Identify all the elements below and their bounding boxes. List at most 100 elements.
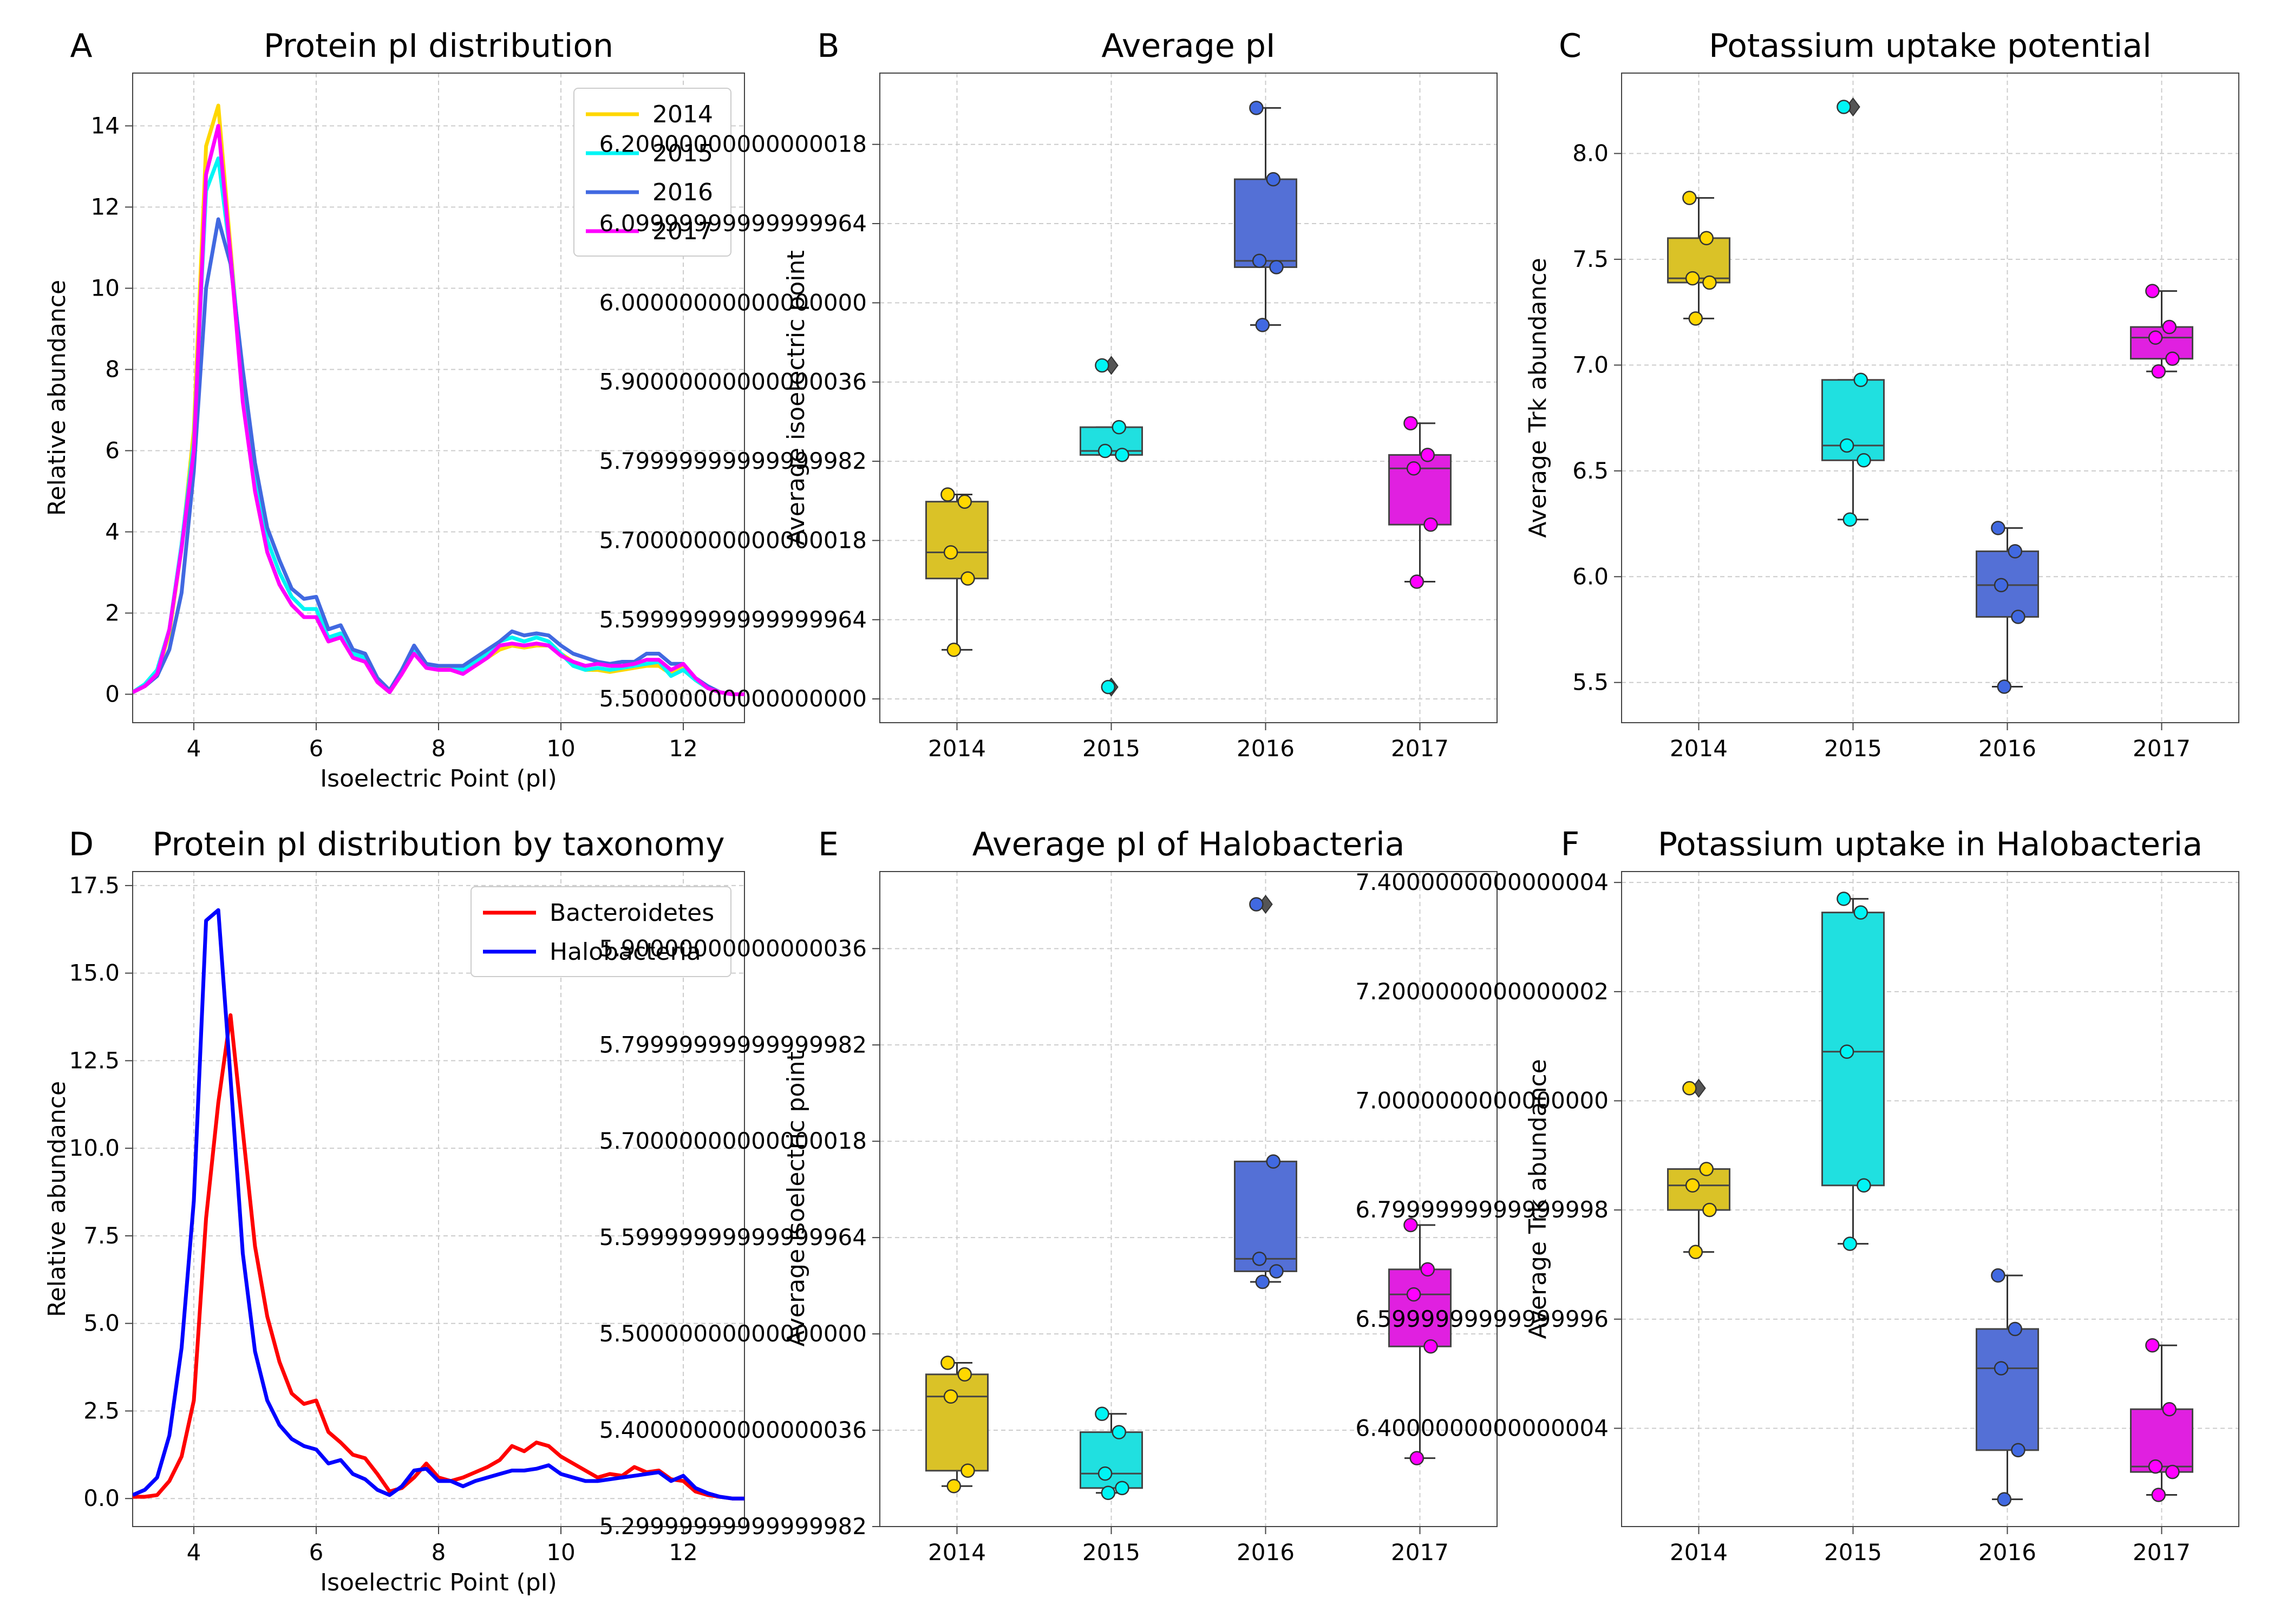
data-point <box>1997 1492 2012 1507</box>
data-point <box>1688 311 1703 326</box>
panel-c: 5.5 6.0 6.5 7.0 7.5 8.0 2014 2015 2016 2017 Potass… <box>1524 27 2239 762</box>
panel-d: 0.0 2.5 5.0 7.5 10.0 12.5 15.0 17.5 4 6 8 10 12 Prote… <box>43 826 745 1596</box>
data-marks <box>1667 892 2193 1507</box>
data-marks <box>133 103 744 696</box>
y-tick-label: 6.20000000000000018 <box>599 131 867 158</box>
y-tick-label: 7.2000000000000002 <box>1355 978 1609 1005</box>
data-point <box>940 487 955 502</box>
box-body <box>1976 1328 2039 1451</box>
data-point <box>1837 892 1851 906</box>
data-point <box>960 571 975 586</box>
y-tick-label: 5.79999999999999982 <box>599 448 867 474</box>
data-point <box>1842 1236 1858 1251</box>
data-point <box>1097 1466 1113 1481</box>
legend-box <box>573 88 731 257</box>
data-point <box>1857 453 1871 468</box>
data-marks <box>1667 97 2193 694</box>
x-tick-label: 4 <box>187 1539 201 1566</box>
box-2015 <box>1821 97 1885 527</box>
data-point <box>1837 100 1851 114</box>
data-point <box>1423 517 1438 532</box>
grid <box>880 73 1497 723</box>
x-tick-label: 2016 <box>1237 735 1295 762</box>
data-point <box>1699 231 1714 246</box>
y-tick-label: 5.40000000000000036 <box>599 1417 867 1443</box>
box-body <box>925 1373 989 1472</box>
x-tick-label: 2016 <box>1237 1539 1295 1566</box>
data-point <box>1112 1425 1126 1439</box>
data-point <box>2145 284 2160 298</box>
plot-frame <box>879 871 1498 1527</box>
data-point <box>1702 275 1717 290</box>
y-tick-label: 7.0000000000000000 <box>1355 1088 1609 1114</box>
data-point <box>1839 438 1854 453</box>
y-axis-label: Average Trk abundance <box>1524 258 1552 538</box>
y-tick-label: 5.29999999999999982 <box>599 1513 867 1540</box>
box-2017 <box>1388 1217 1452 1465</box>
x-tick-label: 6 <box>309 735 324 762</box>
data-point <box>1115 1481 1129 1496</box>
x-tick-label: 12 <box>669 735 697 762</box>
data-point <box>1853 905 1868 920</box>
y-tick-label: 5.5 <box>1572 669 1609 696</box>
data-point <box>1857 1178 1871 1193</box>
box-body <box>2130 326 2193 360</box>
data-point <box>1249 101 1264 115</box>
box-2014 <box>1667 191 1730 326</box>
box-2016 <box>1976 521 2039 694</box>
data-point <box>957 494 972 509</box>
panel-title: Protein pI distribution by taxonomy <box>152 826 724 863</box>
box-2017 <box>1388 416 1452 589</box>
x-tick-label: 2017 <box>2133 1539 2191 1566</box>
data-point <box>1839 1044 1854 1059</box>
box-2014 <box>925 1355 989 1494</box>
x-tick-label: 2014 <box>928 735 986 762</box>
panel-title: Average pI <box>1101 27 1275 65</box>
data-point <box>1249 897 1264 912</box>
x-tick-label: 6 <box>309 1539 324 1566</box>
y-tick-label: 5.90000000000000036 <box>599 369 867 395</box>
data-point <box>1991 1268 2005 1283</box>
grid <box>133 872 744 1527</box>
box-2016 <box>1234 101 1297 332</box>
y-tick-label: 0.0 <box>83 1485 120 1511</box>
y-tick-label: 6.5999999999999996 <box>1355 1306 1609 1332</box>
x-tick-label: 2014 <box>1670 1539 1728 1566</box>
legend-label: 2017 <box>652 218 713 245</box>
y-tick-label: 4 <box>105 519 120 545</box>
data-marks <box>133 908 744 1501</box>
data-point <box>1685 1178 1700 1193</box>
x-axis-label: Isoelectric Point (pI) <box>320 765 557 793</box>
y-tick-label: 7.0 <box>1572 351 1609 378</box>
box-2016 <box>1976 1268 2039 1507</box>
data-point <box>940 1355 955 1370</box>
data-point <box>2165 351 2180 366</box>
y-tick-label: 5.50000000000000000 <box>599 685 867 712</box>
legend: Bacteroidetes Halobacteria <box>471 886 731 977</box>
data-point <box>1994 1361 2009 1376</box>
data-point <box>2151 1488 2166 1502</box>
y-tick-label: 12 <box>91 194 120 220</box>
x-tick-label: 10 <box>546 1539 575 1566</box>
data-point <box>946 643 962 657</box>
x-tick-label: 2014 <box>1670 735 1728 762</box>
data-point <box>946 1479 962 1494</box>
panel-title: Average pI of Halobacteria <box>972 826 1405 863</box>
series-line-halobacteria <box>133 908 744 1501</box>
series-line-bacteroidetes <box>133 1013 744 1501</box>
box-body <box>2130 1408 2193 1473</box>
box-2017 <box>2130 1338 2193 1502</box>
y-tick-label: 6.7999999999999998 <box>1355 1196 1609 1223</box>
data-point <box>1409 574 1424 589</box>
legend-label: 2016 <box>652 179 713 206</box>
y-tick-label: 6.09999999999999964 <box>599 210 867 237</box>
panel-title: Potassium uptake potential <box>1709 27 2152 65</box>
y-tick-label: 6.4000000000000004 <box>1355 1415 1609 1442</box>
y-tick-label: 8 <box>105 356 120 383</box>
plot-frame <box>1621 871 2239 1527</box>
x-tick-label: 2015 <box>1082 1539 1140 1566</box>
data-point <box>1115 448 1129 462</box>
y-tick-label: 7.5 <box>1572 246 1609 272</box>
panel-letter: B <box>817 27 839 65</box>
